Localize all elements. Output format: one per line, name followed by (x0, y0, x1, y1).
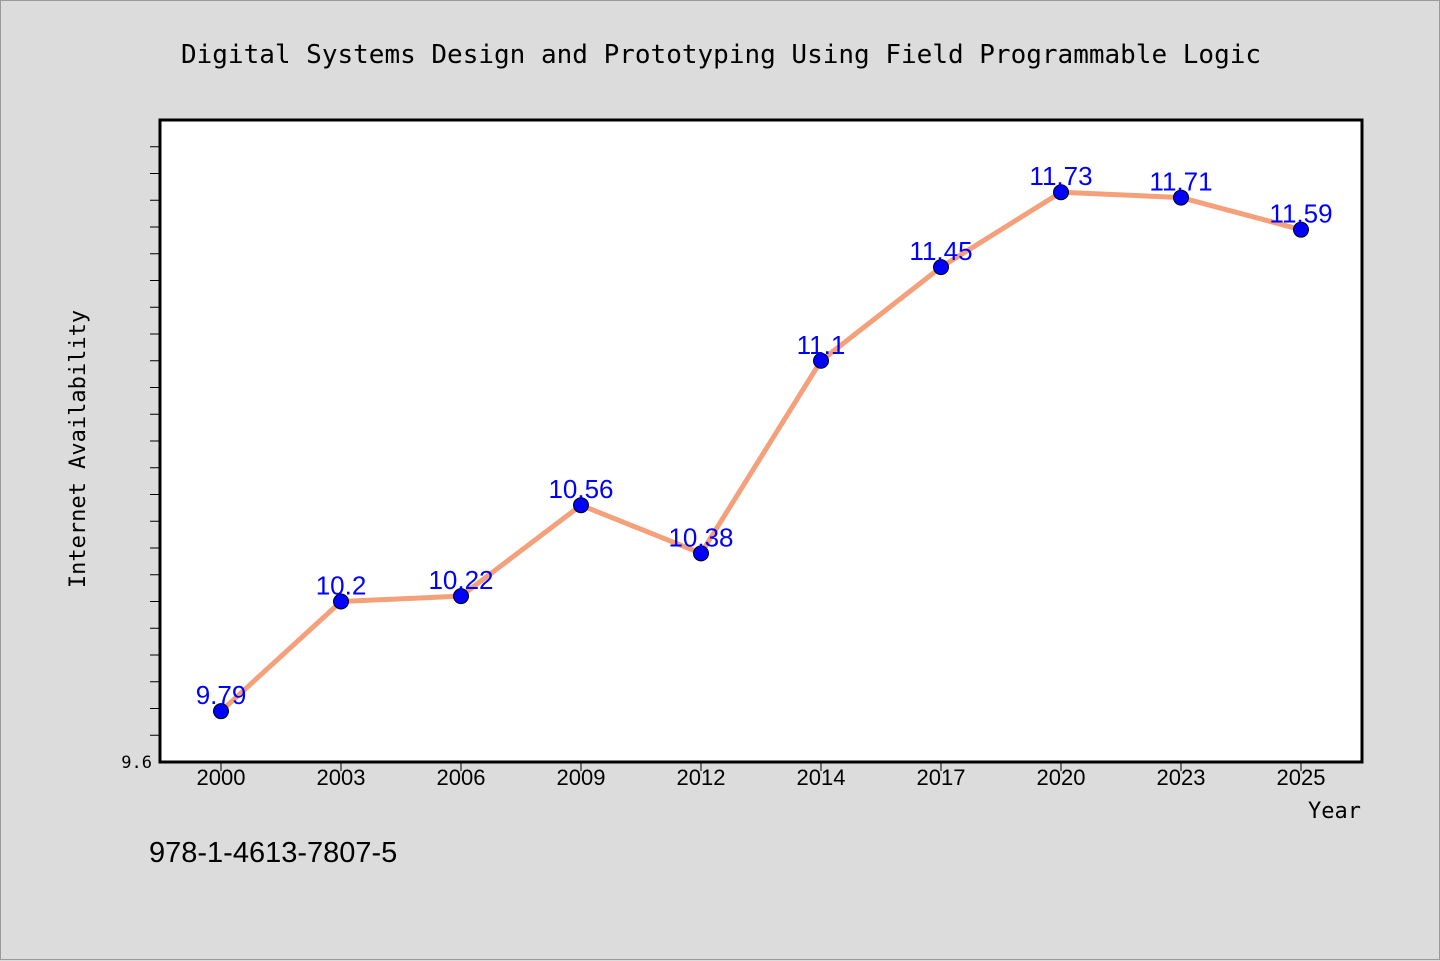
data-point (933, 259, 949, 276)
data-label: 10.38 (668, 522, 733, 552)
y-tick-label: 9.6 (121, 753, 152, 773)
data-point (1293, 221, 1309, 238)
data-label: 11.73 (1029, 161, 1092, 191)
x-tick-label: 2012 (677, 765, 726, 790)
data-point (693, 545, 709, 562)
series-group (213, 184, 1309, 720)
data-label: 10.22 (428, 565, 493, 595)
chart-title: Digital Systems Design and Prototyping U… (181, 40, 1261, 70)
data-point (453, 588, 469, 605)
x-tick-label: 2014 (797, 765, 846, 790)
y-axis-ticks: 9.6 (121, 146, 159, 773)
x-tick-label: 2009 (557, 765, 606, 790)
data-label: 11.45 (909, 236, 972, 266)
y-axis-label: Internet Availability (66, 310, 91, 588)
data-label: 10.2 (316, 571, 367, 601)
data-point (213, 703, 229, 720)
x-axis-ticks: 2000 2003 2006 2009 2012 2014 2017 2020 2023 2025 (197, 763, 1326, 790)
x-tick-label: 2023 (1157, 765, 1206, 790)
x-tick-label: 2017 (917, 765, 966, 790)
x-tick-label: 2020 (1037, 765, 1086, 790)
data-point (813, 352, 829, 369)
x-tick-label: 2000 (197, 765, 246, 790)
x-tick-label: 2006 (437, 765, 486, 790)
plot-area (158, 118, 1364, 764)
x-tick-label: 2025 (1277, 765, 1326, 790)
data-point (1053, 184, 1069, 201)
data-label: 11.1 (797, 330, 846, 360)
data-point (333, 593, 349, 610)
x-tick-label: 2003 (317, 765, 366, 790)
isbn-text: 978-1-4613-7807-5 (149, 837, 398, 869)
data-point (573, 497, 589, 514)
data-label: 11.59 (1269, 199, 1332, 229)
x-axis-label: Year (1308, 799, 1361, 824)
data-point (1173, 189, 1189, 206)
data-label: 9.79 (196, 680, 247, 710)
data-label: 10.56 (548, 474, 613, 504)
data-label: 11.71 (1149, 167, 1212, 197)
data-labels: 9.79 10.2 10.22 10.56 10.38 11.1 11.45 11.73 11.… (196, 161, 1333, 710)
series-line (218, 189, 1304, 714)
